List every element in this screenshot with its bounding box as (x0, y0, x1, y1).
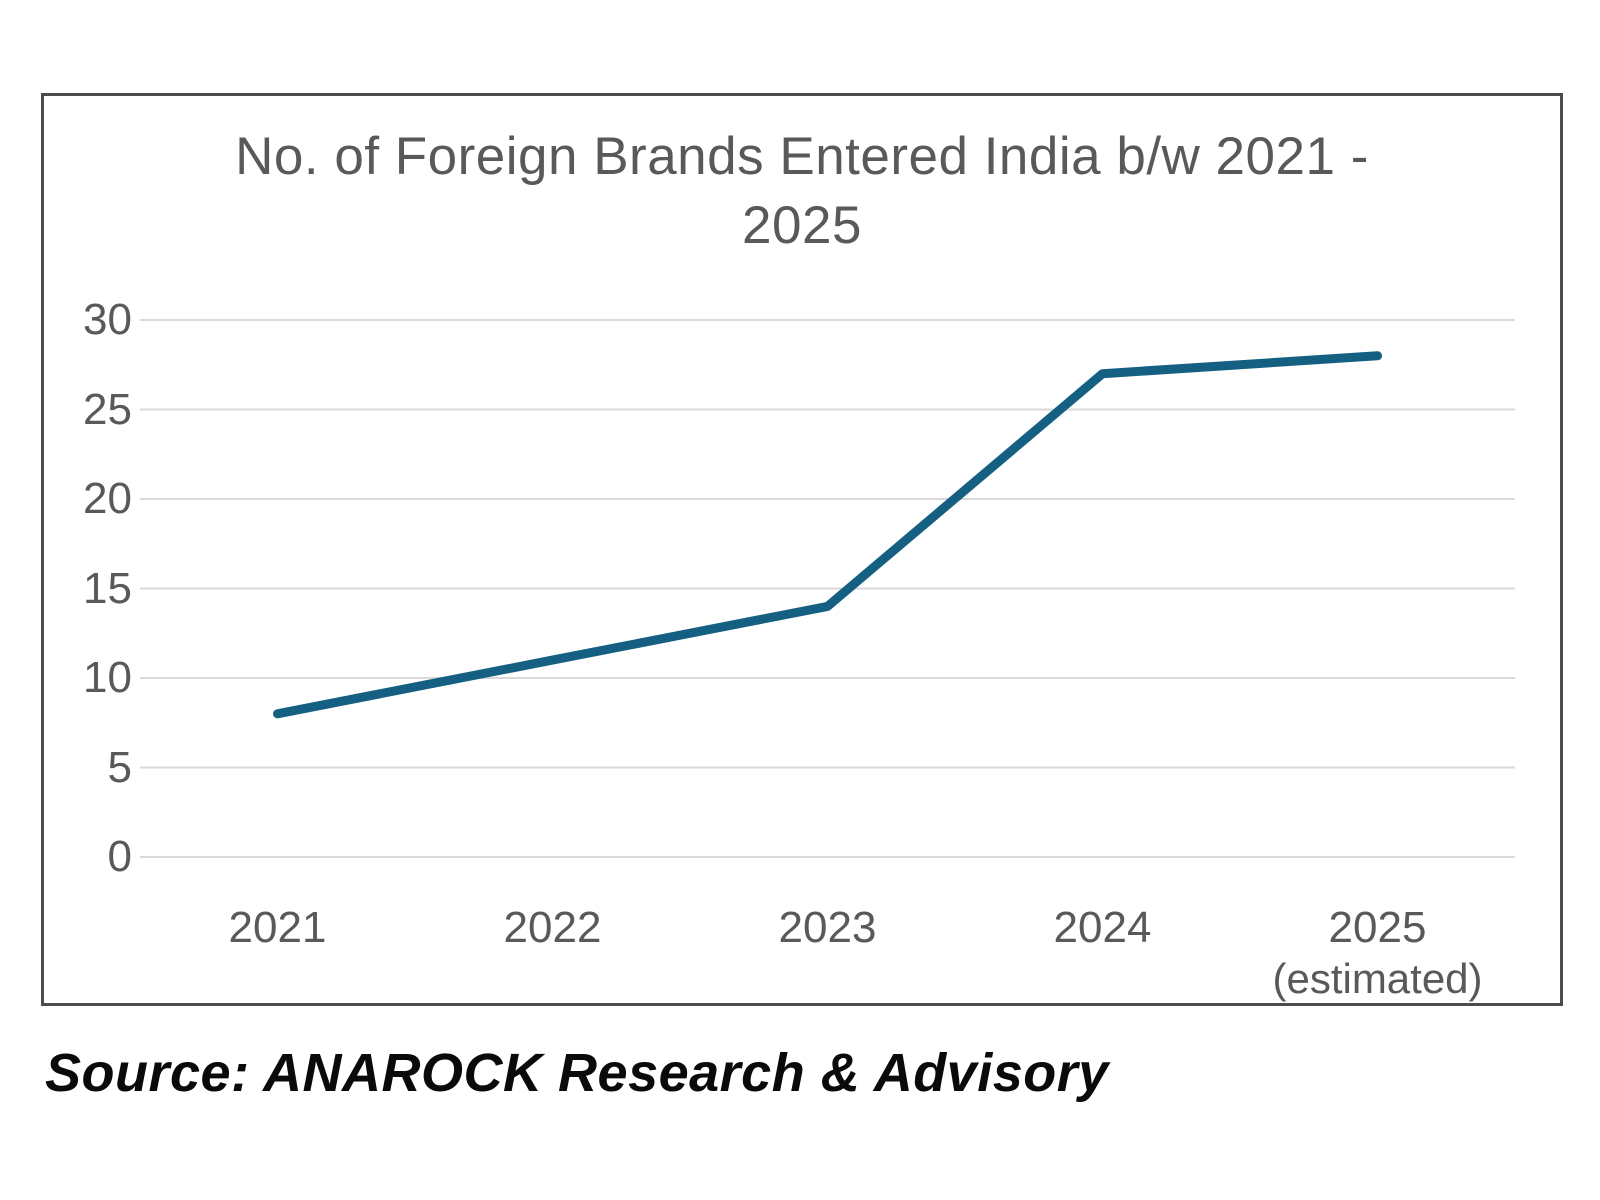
x-tick-label: 2021 (228, 903, 327, 952)
y-tick-label: 15 (83, 563, 132, 613)
source-caption: Source: ANAROCK Research & Advisory (45, 1043, 1109, 1103)
plot-area: 0 5 10 15 20 25 30 2021 2022 2023 2024 2025 (estimat… (44, 96, 1560, 1003)
line-chart-svg (140, 319, 1515, 858)
y-tick-label: 5 (107, 742, 132, 792)
y-tick-label: 10 (83, 653, 132, 702)
x-tick-label: 2023 (778, 903, 877, 952)
y-tick-label: 25 (83, 384, 132, 434)
y-tick-label: 20 (83, 474, 132, 523)
chart-title: No. of Foreign Brands Entered India b/w … (235, 127, 1369, 255)
data-line (273, 351, 1382, 719)
x-tick-label: 2024 (1053, 903, 1152, 952)
y-tick-label: 0 (107, 832, 132, 881)
x-tick-label: 2022 (503, 903, 602, 952)
x-axis-note: (estimated) (1272, 955, 1483, 1002)
y-tick-label: 30 (83, 295, 132, 344)
chart-container: No. of Foreign Brands Entered India b/w … (41, 93, 1563, 1006)
x-tick-label: 2025 (estimated) (1240, 902, 1516, 1004)
